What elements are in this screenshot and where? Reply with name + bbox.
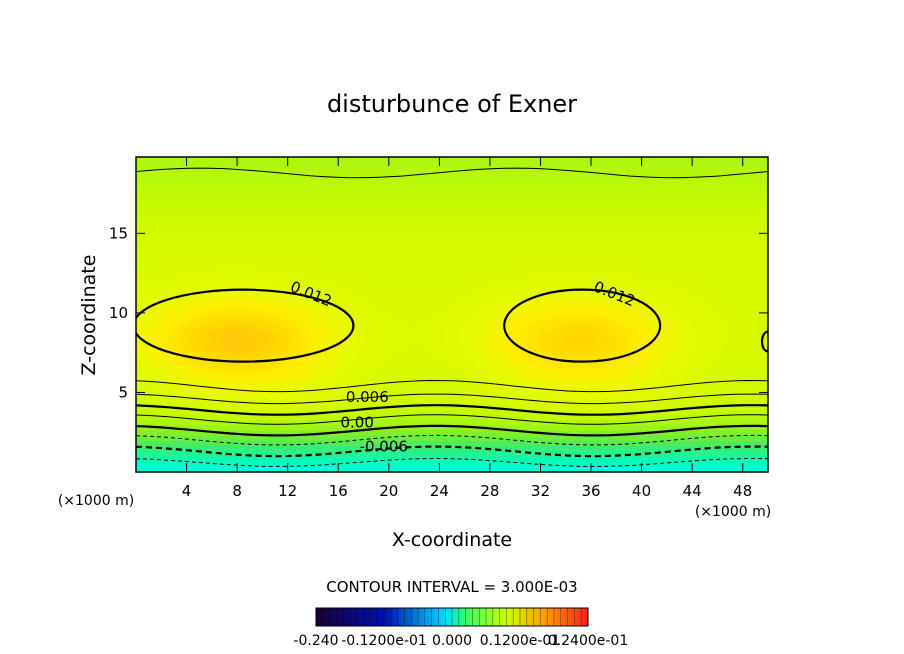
contour-line: [136, 424, 768, 437]
contour-line: [136, 393, 768, 405]
contour-label: 0.006: [346, 388, 389, 406]
contour-line-max: [503, 288, 662, 363]
x-tick-label: 48: [733, 482, 752, 500]
x-tick-label: 24: [430, 482, 449, 500]
contour-line: [136, 404, 768, 416]
contour-line: [136, 445, 768, 458]
contour-line-edge: [760, 330, 768, 353]
contour-interval-text: CONTOUR INTERVAL = 3.000E-03: [326, 578, 577, 596]
colorbar-labels: -0.240 -0.1200e-01 0.000 0.1200e-010.2400e-…: [293, 633, 628, 649]
y-tick-label: 15: [109, 224, 128, 242]
x-tick-label: 8: [232, 482, 242, 500]
x-tick-label: 20: [379, 482, 398, 500]
colorbar-ticks: [315, 608, 589, 626]
x-tick-label: 12: [278, 482, 297, 500]
x-tick-label: 32: [531, 482, 550, 500]
x-tick-label: 16: [329, 482, 348, 500]
filled-contours: [136, 157, 768, 472]
x-unit-label: (×1000 m): [695, 504, 771, 520]
chart-title: disturbunce of Exner: [327, 90, 577, 118]
colorbar-label: 0.000: [432, 633, 472, 649]
contour-line: [136, 458, 768, 467]
contour-label: 0.00: [340, 413, 373, 431]
contour-line-max: [136, 288, 355, 363]
colorbar-label: -0.240: [293, 633, 338, 649]
y-tick-label: 10: [109, 304, 128, 322]
y-axis-label: Z-coordinate: [78, 255, 100, 376]
x-tick-label: 44: [683, 482, 702, 500]
x-tick-label: 28: [480, 482, 499, 500]
colorbar-label: -0.1200e-01: [341, 633, 427, 649]
contour-label: -0.006: [360, 437, 408, 455]
colorbar-label: 0.2400e-01: [548, 633, 628, 649]
z-unit-label: (×1000 m): [58, 493, 134, 509]
contour-line: [136, 167, 768, 179]
colorbar-label: 0.1200e-01: [480, 633, 560, 649]
contour-line: [136, 414, 768, 425]
x-tick-label: 40: [632, 482, 651, 500]
contour-line: [136, 434, 768, 446]
contour-lines: [136, 167, 768, 467]
y-tick-label: 5: [118, 383, 128, 401]
contour-line: [136, 379, 768, 393]
x-tick-label: 36: [581, 482, 600, 500]
x-tick-label: 4: [182, 482, 192, 500]
x-axis-label: X-coordinate: [392, 529, 512, 551]
plot-frame: [135, 156, 769, 473]
